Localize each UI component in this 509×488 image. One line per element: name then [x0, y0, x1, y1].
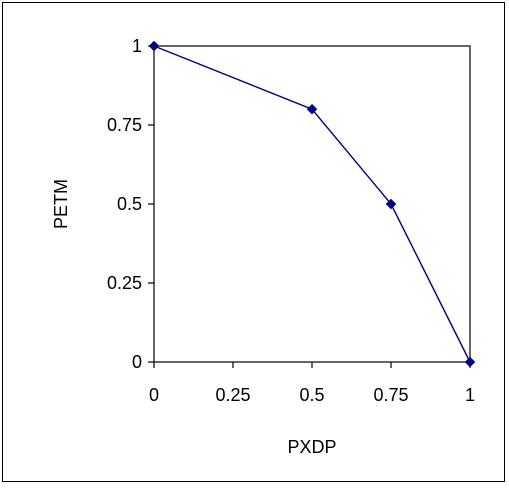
y-tick-label: 0.5 — [117, 194, 142, 214]
x-tick-label: 1 — [465, 385, 475, 405]
x-tick-label: 0.5 — [299, 385, 324, 405]
data-point-marker — [385, 198, 397, 210]
chart-svg: 0 0.25 0.5 0.75 1 0 0.25 0.5 0.75 1 PXDP PETM — [51, 36, 476, 457]
y-axis-ticks: 0 0.25 0.5 0.75 1 — [107, 36, 154, 372]
y-tick-label: 0.75 — [107, 115, 142, 135]
x-tick-label: 0.75 — [373, 385, 408, 405]
series-layer — [148, 40, 476, 368]
y-axis-label: PETM — [51, 179, 71, 229]
chart-area: 0 0.25 0.5 0.75 1 0 0.25 0.5 0.75 1 PXDP PETM — [2, 2, 505, 482]
x-axis-label: PXDP — [287, 437, 336, 457]
series-line — [153, 45, 471, 363]
y-tick-label: 1 — [132, 36, 142, 56]
plot-area — [153, 45, 471, 363]
data-point-marker — [148, 40, 160, 52]
y-tick-label: 0 — [132, 352, 142, 372]
x-tick-label: 0.25 — [215, 385, 250, 405]
data-point-marker — [306, 103, 318, 115]
data-point-marker — [464, 356, 476, 368]
x-tick-label: 0 — [149, 385, 159, 405]
x-axis-ticks: 0 0.25 0.5 0.75 1 — [149, 362, 475, 405]
y-tick-label: 0.25 — [107, 273, 142, 293]
